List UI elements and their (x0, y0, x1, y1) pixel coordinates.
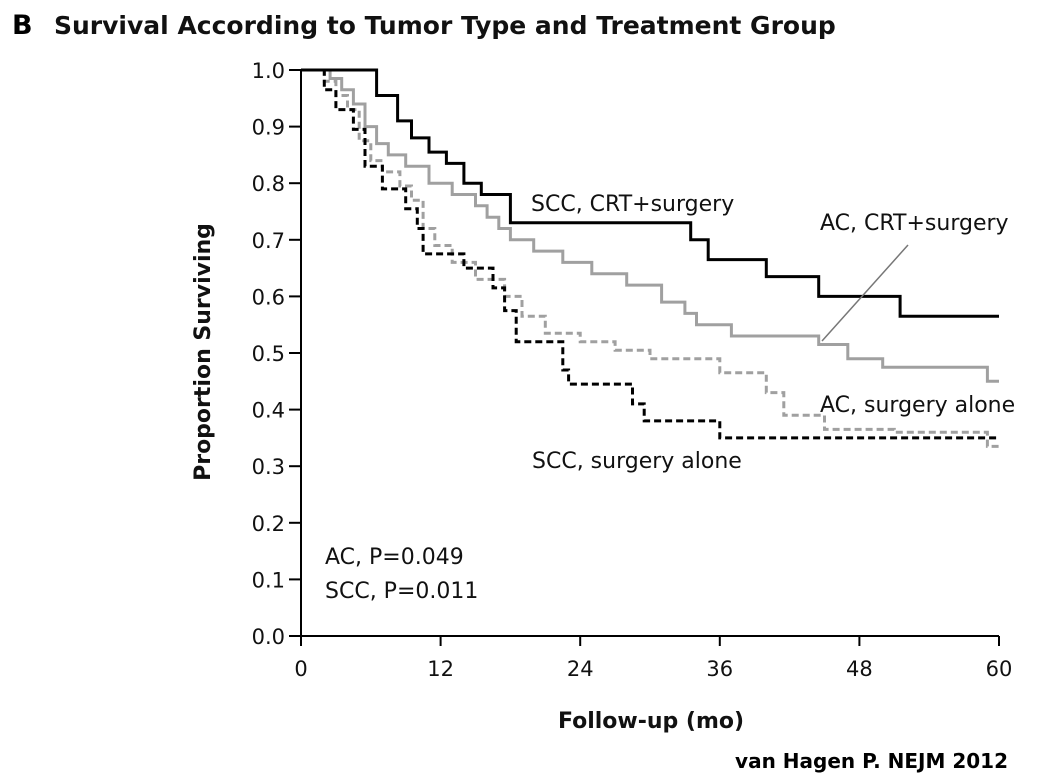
x-ticks: 0 12 24 36 48 60 (294, 636, 1012, 681)
series-line-ac-crt-surgery (301, 68, 999, 383)
y-axis-title: Proportion Surviving (191, 223, 216, 481)
y-tick-label: 0.6 (252, 285, 285, 309)
y-tick-label: 0.7 (252, 229, 285, 253)
y-tick-label: 0.2 (252, 512, 285, 536)
citation: van Hagen P. NEJM 2012 (735, 749, 1008, 773)
x-tick-label: 36 (706, 657, 733, 681)
x-tick-label: 0 (294, 657, 307, 681)
series-label-scc-crt: SCC, CRT+surgery (531, 192, 734, 217)
x-tick-label: 48 (846, 657, 873, 681)
series-line-scc-crt-surgery (301, 68, 999, 318)
series-lines (301, 68, 999, 448)
y-tick-label: 1.0 (252, 59, 285, 83)
panel-letter: B (12, 10, 33, 41)
series-label-ac-crt: AC, CRT+surgery (820, 211, 1009, 236)
series-label-ac-surgery: AC, surgery alone (820, 393, 1015, 418)
y-tick-label: 0.4 (252, 399, 285, 423)
ac-crt-leader-line (821, 244, 909, 342)
series-label-scc-surgery: SCC, surgery alone (532, 449, 742, 474)
y-tick-label: 0.0 (252, 625, 285, 649)
x-tick-label: 12 (427, 657, 454, 681)
y-tick-label: 0.3 (252, 455, 285, 479)
x-tick-label: 60 (986, 657, 1013, 681)
y-tick-label: 0.1 (252, 568, 285, 592)
y-tick-label: 0.9 (252, 116, 285, 140)
p-value-scc: SCC, P=0.011 (325, 579, 478, 604)
y-ticks: 0.0 0.1 0.2 0.3 0.4 0.5 0.6 0.7 0.8 0.9 1.0 (252, 59, 301, 649)
series-line-ac-surgery-alone (301, 68, 999, 448)
series-line-scc-surgery-alone (301, 68, 999, 440)
y-tick-label: 0.8 (252, 172, 285, 196)
x-tick-label: 24 (567, 657, 594, 681)
plot-area: 0.0 0.1 0.2 0.3 0.4 0.5 0.6 0.7 0.8 0.9 1.0 0 12 24 3… (252, 59, 1013, 681)
p-value-ac: AC, P=0.049 (325, 545, 464, 570)
y-tick-label: 0.5 (252, 342, 285, 366)
chart-title: Survival According to Tumor Type and Tre… (54, 11, 836, 40)
x-axis-title: Follow-up (mo) (558, 709, 744, 734)
